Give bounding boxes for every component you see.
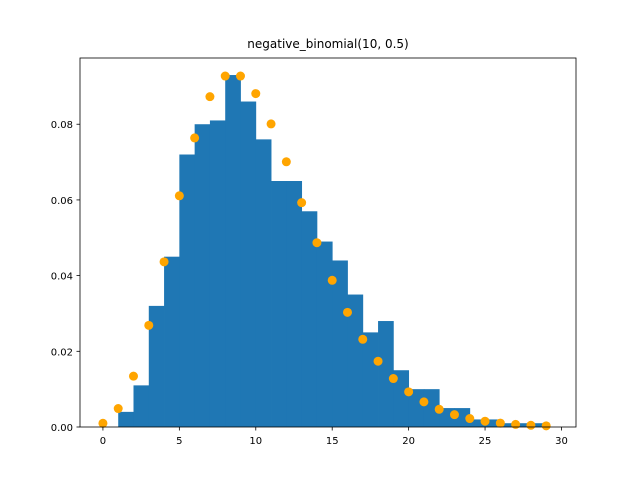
scatter-point — [404, 387, 414, 397]
y-axis-ticks: 0.00 0.02 0.04 0.06 0.08 — [51, 120, 80, 434]
histogram-bar — [286, 181, 303, 427]
scatter-point — [235, 71, 245, 81]
histogram-bar — [530, 423, 547, 427]
x-tick-label: 10 — [249, 436, 262, 447]
scatter-point — [388, 374, 398, 384]
scatter-point — [465, 414, 475, 424]
scatter-point — [190, 133, 200, 143]
scatter-point — [159, 257, 169, 267]
scatter-point — [297, 198, 307, 208]
x-tick-label: 20 — [402, 436, 415, 447]
scatter-points — [98, 71, 551, 431]
scatter-point — [327, 275, 337, 285]
scatter-point — [419, 397, 429, 407]
scatter-point — [174, 191, 184, 201]
scatter-point — [511, 419, 521, 429]
scatter-point — [144, 320, 154, 330]
axes — [79, 57, 577, 428]
scatter-point — [526, 420, 536, 430]
histogram-bar — [316, 241, 333, 427]
scatter-point — [266, 119, 276, 129]
y-tick-label: 0.04 — [51, 272, 73, 283]
histogram-bar — [378, 321, 394, 427]
x-axis-ticks: 0 5 10 15 20 25 30 — [100, 427, 568, 447]
x-tick-label: 30 — [555, 436, 568, 447]
scatter-point — [449, 410, 459, 420]
scatter-point — [312, 238, 322, 248]
scatter-point — [373, 356, 383, 366]
x-tick-label: 5 — [176, 436, 182, 447]
y-tick-label: 0.00 — [51, 423, 73, 434]
scatter-point — [98, 418, 108, 428]
histogram-bar — [515, 423, 532, 427]
chart-title: negative_binomial(10, 0.5) — [247, 37, 408, 51]
histogram-bar — [133, 385, 150, 427]
histogram-bar — [485, 419, 501, 427]
scatter-point — [541, 421, 551, 431]
y-tick-label: 0.02 — [51, 347, 73, 358]
plot-frame — [79, 57, 577, 428]
y-tick-label: 0.06 — [51, 196, 73, 207]
histogram-bar — [271, 181, 287, 427]
histogram-bar — [362, 332, 379, 427]
scatter-point — [205, 92, 215, 102]
histogram-bar — [393, 370, 410, 427]
histogram-bar — [240, 101, 257, 428]
scatter-point — [342, 307, 352, 317]
scatter-point — [113, 404, 123, 414]
histogram-bar — [347, 294, 364, 427]
x-tick-label: 0 — [100, 436, 106, 447]
histogram-bar — [255, 139, 272, 427]
histogram-bar — [179, 154, 196, 427]
histogram-bars — [118, 75, 547, 428]
scatter-point — [495, 418, 505, 428]
histogram-bar — [408, 389, 425, 427]
histogram-bar — [164, 256, 180, 427]
x-tick-label: 15 — [326, 436, 339, 447]
histogram-bar — [500, 423, 517, 427]
histogram-bar — [209, 120, 226, 427]
y-tick-label: 0.08 — [51, 120, 73, 131]
scatter-point — [358, 334, 368, 344]
histogram-bar — [332, 260, 348, 427]
histogram-bar — [469, 419, 486, 427]
x-tick-label: 25 — [479, 436, 492, 447]
histogram-bar — [194, 124, 211, 427]
scatter-point — [434, 404, 444, 414]
histogram-bar — [225, 75, 241, 428]
histogram-bar — [301, 211, 318, 427]
scatter-point — [220, 71, 230, 81]
scatter-point — [281, 157, 291, 167]
histogram-bar — [148, 305, 165, 427]
histogram-bar — [423, 389, 440, 427]
scatter-point — [251, 89, 261, 99]
scatter-point — [128, 371, 138, 381]
histogram-bar — [118, 411, 134, 427]
scatter-point — [480, 416, 490, 426]
